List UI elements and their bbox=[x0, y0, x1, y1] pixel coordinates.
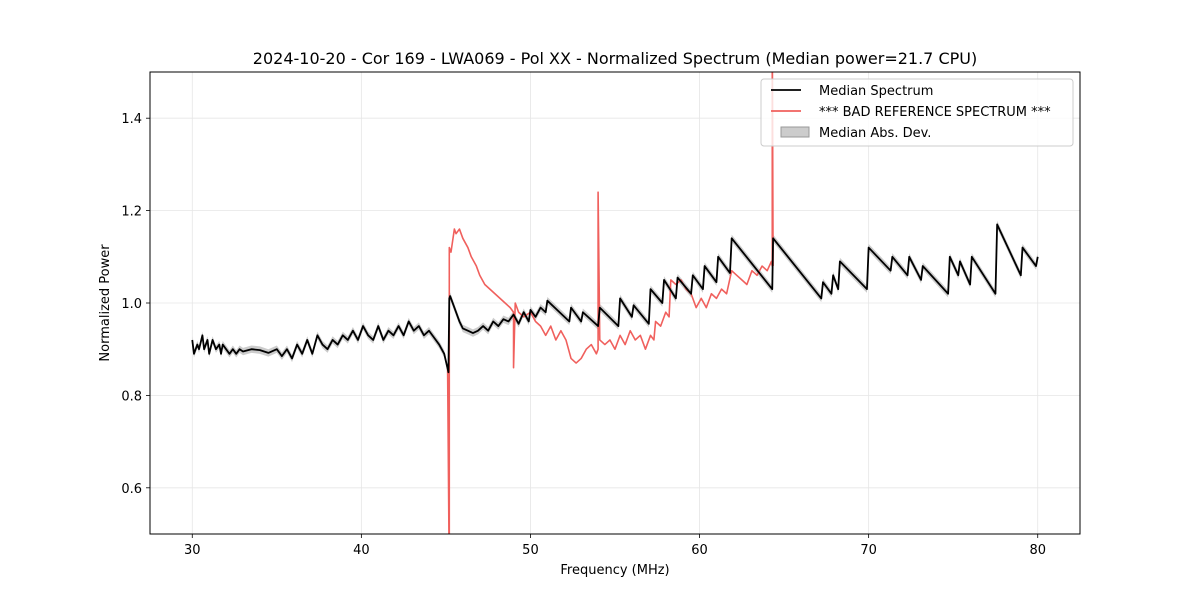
x-tick-label: 50 bbox=[522, 543, 539, 558]
y-tick-label: 1.2 bbox=[121, 205, 142, 220]
x-tick-label: 40 bbox=[353, 543, 370, 558]
bad-reference-line bbox=[446, 72, 774, 534]
x-tick-label: 70 bbox=[860, 543, 877, 558]
y-tick-label: 1.4 bbox=[121, 112, 142, 127]
plot-area bbox=[191, 72, 1039, 534]
ticks: 30 40 50 60 70 80 0.6 0.8 1.0 1.2 1.4 bbox=[121, 112, 1046, 558]
chart-title: 2024-10-20 - Cor 169 - LWA069 - Pol XX -… bbox=[253, 49, 977, 68]
legend-median-label: Median Spectrum bbox=[819, 84, 933, 99]
legend-bad-reference-label: *** BAD REFERENCE SPECTRUM *** bbox=[819, 105, 1051, 120]
x-tick-label: 30 bbox=[184, 543, 201, 558]
y-tick-label: 0.8 bbox=[121, 389, 142, 404]
x-tick-label: 60 bbox=[691, 543, 708, 558]
y-axis-label: Normalized Power bbox=[98, 244, 113, 362]
legend: Median Spectrum *** BAD REFERENCE SPECTR… bbox=[760, 78, 1074, 147]
x-axis-label: Frequency (MHz) bbox=[560, 563, 669, 578]
legend-mad-label: Median Abs. Dev. bbox=[819, 126, 931, 141]
x-tick-label: 80 bbox=[1029, 543, 1046, 558]
median-spectrum-line bbox=[191, 223, 1039, 374]
y-tick-label: 0.6 bbox=[121, 482, 142, 497]
mad-band bbox=[192, 220, 1038, 376]
legend-mad-swatch bbox=[780, 126, 810, 138]
legend-box bbox=[760, 78, 1074, 147]
y-tick-label: 1.0 bbox=[121, 297, 142, 312]
